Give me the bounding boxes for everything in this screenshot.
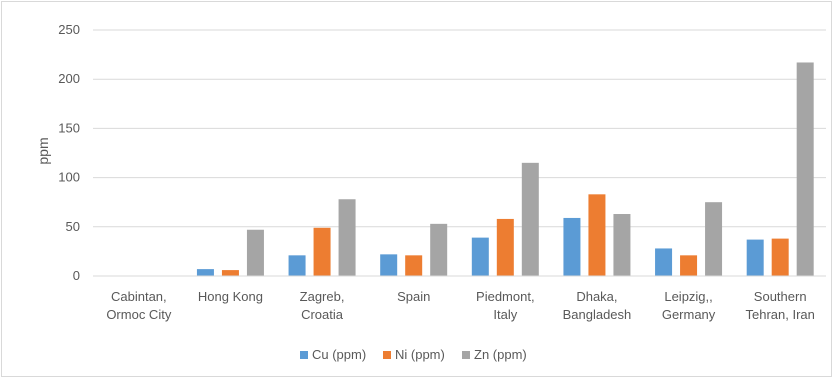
x-category-label: Leipzig,, Germany	[662, 289, 716, 322]
x-category-label-line: Piedmont,	[476, 289, 535, 304]
x-category-label-line: Spain	[397, 289, 430, 304]
bar-cu-4	[471, 237, 489, 276]
bar-cu-2	[288, 255, 306, 276]
x-category-label-line: Southern	[754, 289, 807, 304]
y-tick-label: 250	[58, 22, 80, 37]
bar-zn-4	[521, 162, 539, 276]
y-axis-ticks: 0 50 100 150 200 250	[58, 22, 80, 283]
x-category-label-line: Cabintan,	[111, 289, 167, 304]
x-axis-categories: Cabintan, Ormoc City Hong Kong Zagreb, Croat…	[106, 289, 815, 322]
bar-zn-7	[796, 62, 814, 276]
x-category-label-line: Dhaka,	[576, 289, 617, 304]
legend-label: Cu (ppm)	[312, 347, 366, 362]
bars	[196, 62, 814, 276]
y-tick-label: 50	[66, 219, 80, 234]
legend: Cu (ppm) Ni (ppm) Zn (ppm)	[300, 347, 527, 362]
x-category-label-line: Hong Kong	[198, 289, 263, 304]
gridlines	[93, 29, 826, 228]
x-category-label-line: Bangladesh	[563, 307, 632, 322]
x-category-label: Zagreb, Croatia	[300, 289, 345, 322]
y-axis-label: ppm	[35, 137, 51, 164]
x-category-label-line: Leipzig,,	[664, 289, 712, 304]
bar-ni-7	[771, 238, 789, 276]
legend-label: Ni (ppm)	[395, 347, 445, 362]
y-tick-label: 150	[58, 120, 80, 135]
bar-zn-5	[613, 214, 631, 276]
bar-cu-3	[380, 254, 398, 276]
x-category-label-line: Croatia	[301, 307, 344, 322]
bar-zn-3	[430, 223, 448, 276]
x-category-label-line: Tehran, Iran	[746, 307, 815, 322]
bar-zn-6	[705, 202, 723, 276]
legend-swatch	[300, 351, 308, 359]
bar-ni-5	[588, 194, 606, 276]
legend-swatch	[383, 351, 391, 359]
x-category-label: Southern Tehran, Iran	[746, 289, 815, 322]
bar-zn-2	[338, 199, 356, 276]
x-category-label-line: Ormoc City	[106, 307, 172, 322]
bar-ni-4	[496, 218, 514, 276]
x-category-label: Spain	[397, 289, 430, 304]
bar-cu-1	[196, 269, 214, 276]
x-category-label: Piedmont, Italy	[476, 289, 535, 322]
x-category-label-line: Germany	[662, 307, 716, 322]
y-tick-label: 0	[73, 268, 80, 283]
y-tick-label: 100	[58, 170, 80, 185]
bar-ni-2	[313, 227, 331, 276]
bar-cu-6	[655, 248, 673, 276]
x-category-label: Dhaka, Bangladesh	[563, 289, 632, 322]
bar-ni-3	[405, 255, 423, 276]
bar-ni-6	[680, 255, 698, 276]
x-category-label-line: Italy	[493, 307, 517, 322]
legend-label: Zn (ppm)	[474, 347, 527, 362]
legend-swatch	[462, 351, 470, 359]
bar-cu-7	[746, 239, 764, 276]
bar-zn-1	[246, 229, 264, 276]
bar-cu-5	[563, 217, 581, 276]
x-category-label: Cabintan, Ormoc City	[106, 289, 172, 322]
y-tick-label: 200	[58, 71, 80, 86]
x-category-label: Hong Kong	[198, 289, 263, 304]
x-category-label-line: Zagreb,	[300, 289, 345, 304]
bar-ni-1	[221, 270, 239, 276]
